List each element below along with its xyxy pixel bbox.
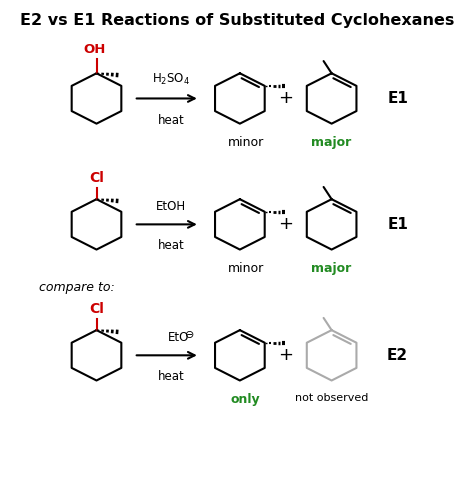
Text: Cl: Cl (89, 302, 104, 316)
Text: E2: E2 (387, 348, 408, 363)
Text: E2 vs E1 Reactions of Substituted Cyclohexanes: E2 vs E1 Reactions of Substituted Cycloh… (20, 13, 454, 28)
Text: H$_2$SO$_4$: H$_2$SO$_4$ (152, 72, 190, 88)
Text: OH: OH (83, 43, 105, 56)
Text: E1: E1 (387, 91, 408, 106)
Text: compare to:: compare to: (39, 281, 115, 294)
Text: heat: heat (158, 370, 184, 383)
Text: minor: minor (228, 262, 264, 275)
Text: heat: heat (158, 240, 184, 253)
Text: +: + (278, 347, 293, 364)
Text: heat: heat (158, 114, 184, 127)
Text: EtO: EtO (168, 331, 190, 344)
Text: EtOH: EtOH (156, 200, 186, 213)
Text: minor: minor (228, 136, 264, 149)
Text: +: + (278, 90, 293, 107)
Text: not observed: not observed (295, 393, 368, 403)
Text: +: + (278, 215, 293, 233)
Text: major: major (311, 262, 352, 275)
Text: E1: E1 (387, 217, 408, 232)
Text: major: major (311, 136, 352, 149)
Text: ⊖: ⊖ (185, 330, 194, 340)
Text: Cl: Cl (89, 171, 104, 185)
Text: only: only (231, 393, 260, 406)
